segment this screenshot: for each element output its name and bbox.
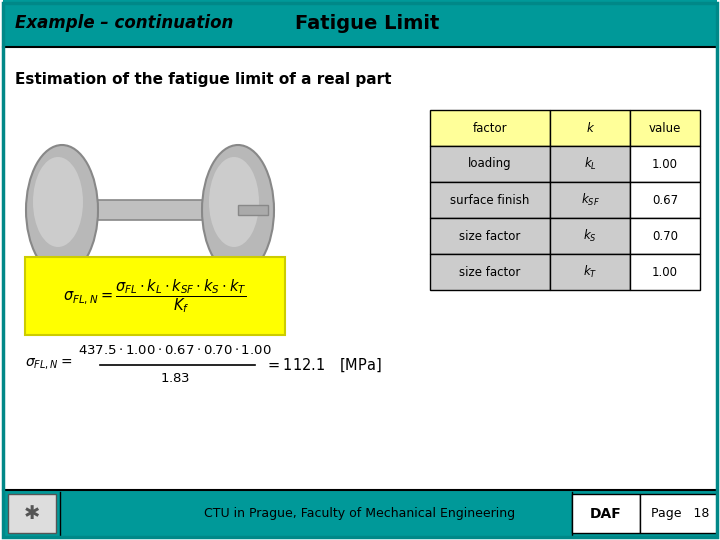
Bar: [430, 182, 550, 218]
Text: $k_L$: $k_L$: [583, 156, 596, 172]
Bar: [630, 182, 700, 218]
Text: 0.70: 0.70: [652, 230, 678, 242]
Bar: [62, 200, 238, 220]
Text: 0.67: 0.67: [652, 193, 678, 206]
Bar: [25, 257, 285, 335]
Text: DAF: DAF: [590, 507, 622, 521]
Bar: [430, 110, 550, 146]
Text: $= 112.1 \quad \mathrm{[MPa]}$: $= 112.1 \quad \mathrm{[MPa]}$: [265, 356, 382, 374]
Bar: [550, 146, 630, 182]
Bar: [430, 218, 550, 254]
Text: CTU in Prague, Faculty of Mechanical Engineering: CTU in Prague, Faculty of Mechanical Eng…: [204, 507, 516, 520]
Bar: [630, 218, 700, 254]
Text: $\sigma_{FL,N}=$: $\sigma_{FL,N}=$: [25, 357, 72, 373]
Bar: [430, 254, 550, 290]
Text: Example – continuation: Example – continuation: [15, 15, 233, 32]
Text: ✱: ✱: [24, 504, 40, 523]
Text: surface finish: surface finish: [450, 193, 530, 206]
Text: $k_S$: $k_S$: [583, 228, 597, 244]
Text: Fatigue Limit: Fatigue Limit: [295, 14, 439, 33]
Text: k: k: [587, 122, 593, 134]
Text: size factor: size factor: [459, 266, 521, 279]
Bar: [550, 254, 630, 290]
Text: Page   18: Page 18: [651, 507, 709, 520]
Bar: [630, 110, 700, 146]
Text: Estimation of the fatigue limit of a real part: Estimation of the fatigue limit of a rea…: [15, 72, 392, 87]
Bar: [572, 494, 640, 533]
Text: $k_T$: $k_T$: [582, 264, 597, 280]
Ellipse shape: [26, 145, 98, 275]
Bar: [630, 254, 700, 290]
Bar: [3, 490, 717, 537]
Text: 1.00: 1.00: [652, 158, 678, 171]
Bar: [238, 205, 268, 215]
Bar: [640, 494, 717, 533]
Ellipse shape: [33, 157, 83, 247]
Text: $\sigma_{FL,N} = \dfrac{\sigma_{FL} \cdot k_L \cdot k_{SF} \cdot k_S \cdot k_T}{: $\sigma_{FL,N} = \dfrac{\sigma_{FL} \cdo…: [63, 277, 247, 315]
Bar: [550, 110, 630, 146]
Bar: [430, 146, 550, 182]
Bar: [630, 146, 700, 182]
Ellipse shape: [209, 157, 259, 247]
Bar: [550, 218, 630, 254]
Bar: [8, 494, 56, 533]
Bar: [550, 182, 630, 218]
Text: size factor: size factor: [459, 230, 521, 242]
Text: $k_{SF}$: $k_{SF}$: [580, 192, 600, 208]
Text: factor: factor: [473, 122, 508, 134]
Bar: [3, 0, 717, 47]
Text: value: value: [649, 122, 681, 134]
Ellipse shape: [202, 145, 274, 275]
Text: 1.00: 1.00: [652, 266, 678, 279]
Text: loading: loading: [468, 158, 512, 171]
Text: $437.5 \cdot 1.00 \cdot 0.67 \cdot 0.70 \cdot 1.00$: $437.5 \cdot 1.00 \cdot 0.67 \cdot 0.70 …: [78, 345, 271, 357]
Text: $1.83$: $1.83$: [160, 373, 190, 386]
